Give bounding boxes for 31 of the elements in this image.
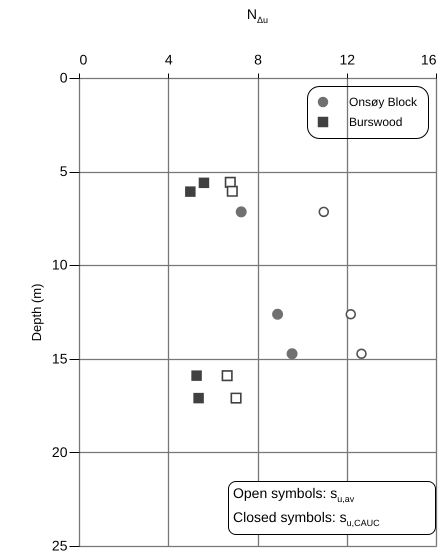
text-box: Open symbols: s$_{u,av}$ Closed symbols: s$_{u,CAUC}$ (228, 481, 436, 535)
y-tick-label: 0 (60, 70, 68, 86)
point (236, 206, 247, 218)
legend-label: Burswood (349, 115, 402, 129)
y-tick-label: 25 (52, 538, 68, 554)
point (185, 186, 196, 197)
point (272, 308, 284, 320)
y-axis-title: Depth (m) (28, 284, 44, 342)
point (198, 178, 210, 188)
point (230, 392, 242, 404)
y-tick-label: 20 (52, 444, 68, 460)
point (191, 370, 202, 381)
x-tick-label: 16 (420, 52, 437, 68)
x-tick-label: 8 (254, 52, 262, 68)
point (345, 308, 356, 320)
legend-label: Onsøy Block (349, 95, 418, 109)
y-tick-label: 10 (52, 256, 68, 273)
y-tick-label: 5 (60, 163, 68, 180)
annotation: Open symbols: s$_{u,av}$ Closed symbols: s$_{u,CAUC}$ (233, 484, 381, 530)
point (226, 186, 238, 197)
point (356, 348, 367, 360)
y-tick-label: 15 (52, 350, 68, 366)
x-axis-title: N$_{Δu}$ (246, 6, 270, 25)
point (224, 176, 236, 188)
point (193, 392, 204, 404)
point (318, 206, 330, 218)
x-tick-label: 12 (339, 52, 356, 68)
point (286, 348, 298, 360)
point (222, 370, 233, 382)
x-tick-label: 4 (164, 52, 173, 68)
x-tick-label: 0 (80, 52, 88, 68)
